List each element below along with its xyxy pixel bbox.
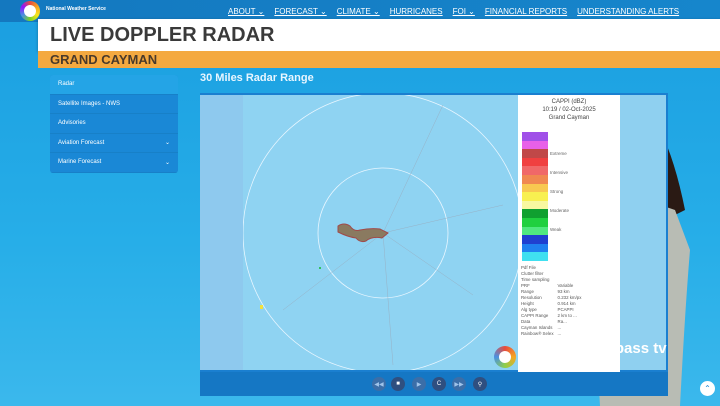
- metadata-value: ...: [557, 325, 562, 330]
- sidebar-item-label: Marine Forecast: [58, 159, 102, 166]
- legend-label-weak: Weak: [550, 227, 562, 232]
- color-scale-swatch: [522, 132, 548, 141]
- sidebar-item-satellite[interactable]: Satellite Images - NWS: [50, 95, 178, 114]
- color-scale-swatch: [522, 243, 548, 253]
- stop-icon[interactable]: ■: [391, 377, 405, 391]
- nws-watermark-logo: [494, 346, 516, 368]
- color-scale-swatch: [522, 174, 548, 184]
- metadata-key: Clutter filter: [521, 271, 544, 276]
- metadata-value: Variable: [557, 283, 574, 288]
- title-banner: LIVE DOPPLER RADAR: [38, 19, 720, 51]
- sidebar-item-label: Advisories: [58, 120, 86, 127]
- color-scale-swatch: [522, 235, 548, 244]
- nav-hurricanes[interactable]: HURRICANES: [389, 7, 443, 16]
- main-nav: ABOUT ⌄ FORECAST ⌄ CLIMATE ⌄ HURRICANES …: [228, 7, 679, 16]
- color-scale-swatch: [522, 183, 548, 193]
- radar-range-title: 30 Miles Radar Range: [200, 72, 314, 84]
- legend-label-extreme: Extreme: [550, 151, 567, 156]
- brand-name: National Weather Service: [46, 6, 106, 12]
- playback-controls: ◀◀ ■ ▶ C ▶▶ ⚲: [200, 372, 668, 396]
- metadata-key: Data: [521, 319, 531, 324]
- legend-label-moderate: Moderate: [550, 208, 570, 213]
- map-right-strip: [620, 95, 666, 370]
- top-nav-bar: National Weather Service ABOUT ⌄ FORECAS…: [0, 0, 720, 22]
- metadata-value: Ra...: [557, 319, 567, 324]
- scroll-to-top-button[interactable]: ⌃: [700, 381, 715, 396]
- metadata-value: 93 km: [557, 289, 570, 294]
- chevron-down-icon: ⌄: [164, 140, 170, 147]
- metadata-key: Resolution: [521, 295, 542, 300]
- rewind-icon[interactable]: ◀◀: [372, 377, 386, 391]
- metadata-key: CAPPI Range: [521, 313, 549, 318]
- range-ring-inner: [317, 167, 449, 299]
- metadata-key: Pdf File: [521, 265, 536, 270]
- nav-financial-reports[interactable]: FINANCIAL REPORTS: [484, 7, 568, 16]
- radar-rings: [243, 95, 519, 370]
- echo-cell: [260, 305, 263, 309]
- nav-foi[interactable]: FOI ⌄: [452, 7, 475, 16]
- color-scale-swatch: [522, 149, 548, 158]
- play-icon[interactable]: ▶: [412, 377, 426, 391]
- metadata-value: 2 km to ...: [557, 313, 577, 318]
- metadata-key: Height: [521, 301, 534, 306]
- sidebar-item-marine[interactable]: Marine Forecast ⌄: [50, 153, 178, 173]
- sidebar-item-radar[interactable]: Radar: [50, 75, 178, 95]
- radar-map[interactable]: [243, 95, 519, 370]
- metadata-value: 0.914 km: [557, 301, 576, 306]
- chevron-down-icon: ⌄: [164, 159, 170, 166]
- color-scale-swatch: [522, 140, 548, 150]
- color-scale-swatch: [522, 209, 548, 218]
- compass-tv-watermark: compass tv: [584, 340, 667, 357]
- color-scale-swatch: [522, 166, 548, 175]
- metadata-key: Time sampling: [521, 277, 550, 282]
- grand-cayman-island: [337, 223, 389, 243]
- sidebar-item-advisories[interactable]: Advisories: [50, 114, 178, 134]
- metadata-key: Range: [521, 289, 534, 294]
- metadata-key: Rainbow® Selex: [521, 331, 554, 336]
- page-title: LIVE DOPPLER RADAR: [50, 24, 275, 46]
- metadata-value: PCAPPI: [557, 307, 574, 312]
- nav-understanding-alerts[interactable]: UNDERSTANDING ALERTS: [577, 7, 680, 16]
- zoom-icon[interactable]: ⚲: [473, 377, 487, 391]
- radar-panel: CAPPI (dBZ) 10:19 / 02-Oct-2025 Grand Caym…: [200, 93, 668, 396]
- color-scale: [522, 132, 548, 261]
- metadata-key: Cayman Islands: [521, 325, 553, 330]
- radar-legend: CAPPI (dBZ) 10:19 / 02-Oct-2025 Grand Caym…: [518, 95, 620, 372]
- nws-logo[interactable]: [20, 1, 40, 21]
- color-scale-swatch: [522, 217, 548, 227]
- radials: [282, 104, 504, 366]
- color-scale-swatch: [522, 226, 548, 236]
- sidebar: Radar Satellite Images - NWS Advisories …: [50, 75, 178, 173]
- legend-label-intensive: Intensive: [550, 170, 569, 175]
- sidebar-item-aviation[interactable]: Aviation Forecast ⌄: [50, 134, 178, 153]
- map-left-strip: [200, 95, 243, 370]
- color-scale-swatch: [522, 200, 548, 210]
- echo-cell: [319, 267, 321, 269]
- subtitle-banner: GRAND CAYMAN: [38, 51, 720, 68]
- legend-title: CAPPI (dBZ) 10:19 / 02-Oct-2025 Grand Caym…: [542, 99, 596, 121]
- color-scale-swatch: [522, 192, 548, 201]
- radar-metadata: Pdf File Clutter filter Time sampling PRF Va…: [521, 265, 617, 337]
- nav-about[interactable]: ABOUT ⌄: [228, 7, 265, 16]
- sidebar-item-label: Satellite Images - NWS: [58, 100, 121, 107]
- sidebar-item-label: Aviation Forecast: [58, 139, 105, 146]
- metadata-value: ...: [557, 331, 562, 336]
- sidebar-item-label: Radar: [58, 81, 75, 88]
- nav-climate[interactable]: CLIMATE ⌄: [336, 7, 380, 16]
- metadata-key: Alg type: [521, 307, 537, 312]
- legend-label-strong: Strong: [550, 189, 564, 194]
- refresh-icon[interactable]: C: [432, 377, 446, 391]
- page-subtitle: GRAND CAYMAN: [50, 52, 158, 67]
- metadata-key: PRF: [521, 283, 530, 288]
- fast-forward-icon[interactable]: ▶▶: [452, 377, 466, 391]
- nav-forecast[interactable]: FORECAST ⌄: [274, 7, 327, 16]
- color-scale-swatch: [522, 157, 548, 167]
- color-scale-swatch: [522, 252, 548, 261]
- metadata-value: 0.232 km/px: [557, 295, 582, 300]
